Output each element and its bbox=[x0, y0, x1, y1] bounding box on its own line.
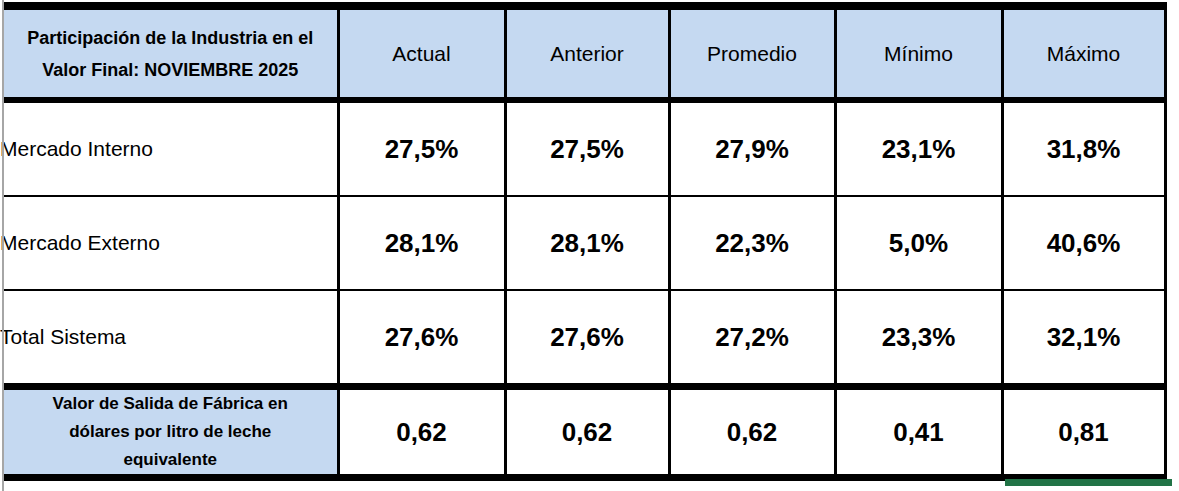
row-label-valor-salida-fabrica[interactable]: Valor de Salida de Fábrica en dólares po… bbox=[4, 387, 338, 478]
cell-interno-promedio[interactable]: 27,9% bbox=[669, 100, 835, 196]
cell-externo-anterior[interactable]: 28,1% bbox=[505, 196, 669, 290]
cell-valor-anterior[interactable]: 0,62 bbox=[505, 387, 669, 478]
table-row-valor-salida-fabrica: Valor de Salida de Fábrica en dólares po… bbox=[4, 387, 1165, 478]
cell-valor-minimo[interactable]: 0,41 bbox=[835, 387, 1002, 478]
cell-total-promedio[interactable]: 27,2% bbox=[669, 290, 835, 387]
cell-externo-minimo[interactable]: 5,0% bbox=[835, 196, 1002, 290]
spreadsheet-viewport: Participación de la Industria en el Valo… bbox=[0, 0, 1179, 491]
cell-total-anterior[interactable]: 27,6% bbox=[505, 290, 669, 387]
selected-cell-green-border[interactable] bbox=[1005, 479, 1172, 486]
table-header-row: Participación de la Industria en el Valo… bbox=[4, 6, 1165, 100]
table-title: Participación de la Industria en el Valo… bbox=[12, 22, 328, 86]
cell-externo-actual[interactable]: 28,1% bbox=[338, 196, 505, 290]
cell-interno-anterior[interactable]: 27,5% bbox=[505, 100, 669, 196]
row-label-mercado-interno[interactable]: Mercado Interno bbox=[4, 100, 338, 196]
row-label-total-sistema[interactable]: Total Sistema bbox=[4, 290, 338, 387]
industry-share-table: Participación de la Industria en el Valo… bbox=[4, 2, 1167, 481]
cell-externo-promedio[interactable]: 22,3% bbox=[669, 196, 835, 290]
row-label-mercado-externo[interactable]: Mercado Externo bbox=[4, 196, 338, 290]
table-row-mercado-interno: Mercado Interno 27,5% 27,5% 27,9% 23,1% … bbox=[4, 100, 1165, 196]
column-header-actual[interactable]: Actual bbox=[338, 6, 505, 100]
footer-label-text: Valor de Salida de Fábrica en dólares po… bbox=[20, 390, 320, 474]
table-title-cell[interactable]: Participación de la Industria en el Valo… bbox=[4, 6, 338, 100]
table-row-total-sistema: Total Sistema 27,6% 27,6% 27,2% 23,3% 32… bbox=[4, 290, 1165, 387]
pane-edge-line bbox=[2, 0, 4, 491]
cell-valor-actual[interactable]: 0,62 bbox=[338, 387, 505, 478]
cell-interno-minimo[interactable]: 23,1% bbox=[835, 100, 1002, 196]
column-header-anterior[interactable]: Anterior bbox=[505, 6, 669, 100]
column-header-minimo[interactable]: Mínimo bbox=[835, 6, 1002, 100]
column-header-promedio[interactable]: Promedio bbox=[669, 6, 835, 100]
table-row-mercado-externo: Mercado Externo 28,1% 28,1% 22,3% 5,0% 4… bbox=[4, 196, 1165, 290]
cell-valor-maximo[interactable]: 0,81 bbox=[1002, 387, 1165, 478]
cell-interno-actual[interactable]: 27,5% bbox=[338, 100, 505, 196]
cell-interno-maximo[interactable]: 31,8% bbox=[1002, 100, 1165, 196]
cell-total-maximo[interactable]: 32,1% bbox=[1002, 290, 1165, 387]
cell-total-actual[interactable]: 27,6% bbox=[338, 290, 505, 387]
column-header-maximo[interactable]: Máximo bbox=[1002, 6, 1165, 100]
cell-total-minimo[interactable]: 23,3% bbox=[835, 290, 1002, 387]
cell-valor-promedio[interactable]: 0,62 bbox=[669, 387, 835, 478]
cell-externo-maximo[interactable]: 40,6% bbox=[1002, 196, 1165, 290]
